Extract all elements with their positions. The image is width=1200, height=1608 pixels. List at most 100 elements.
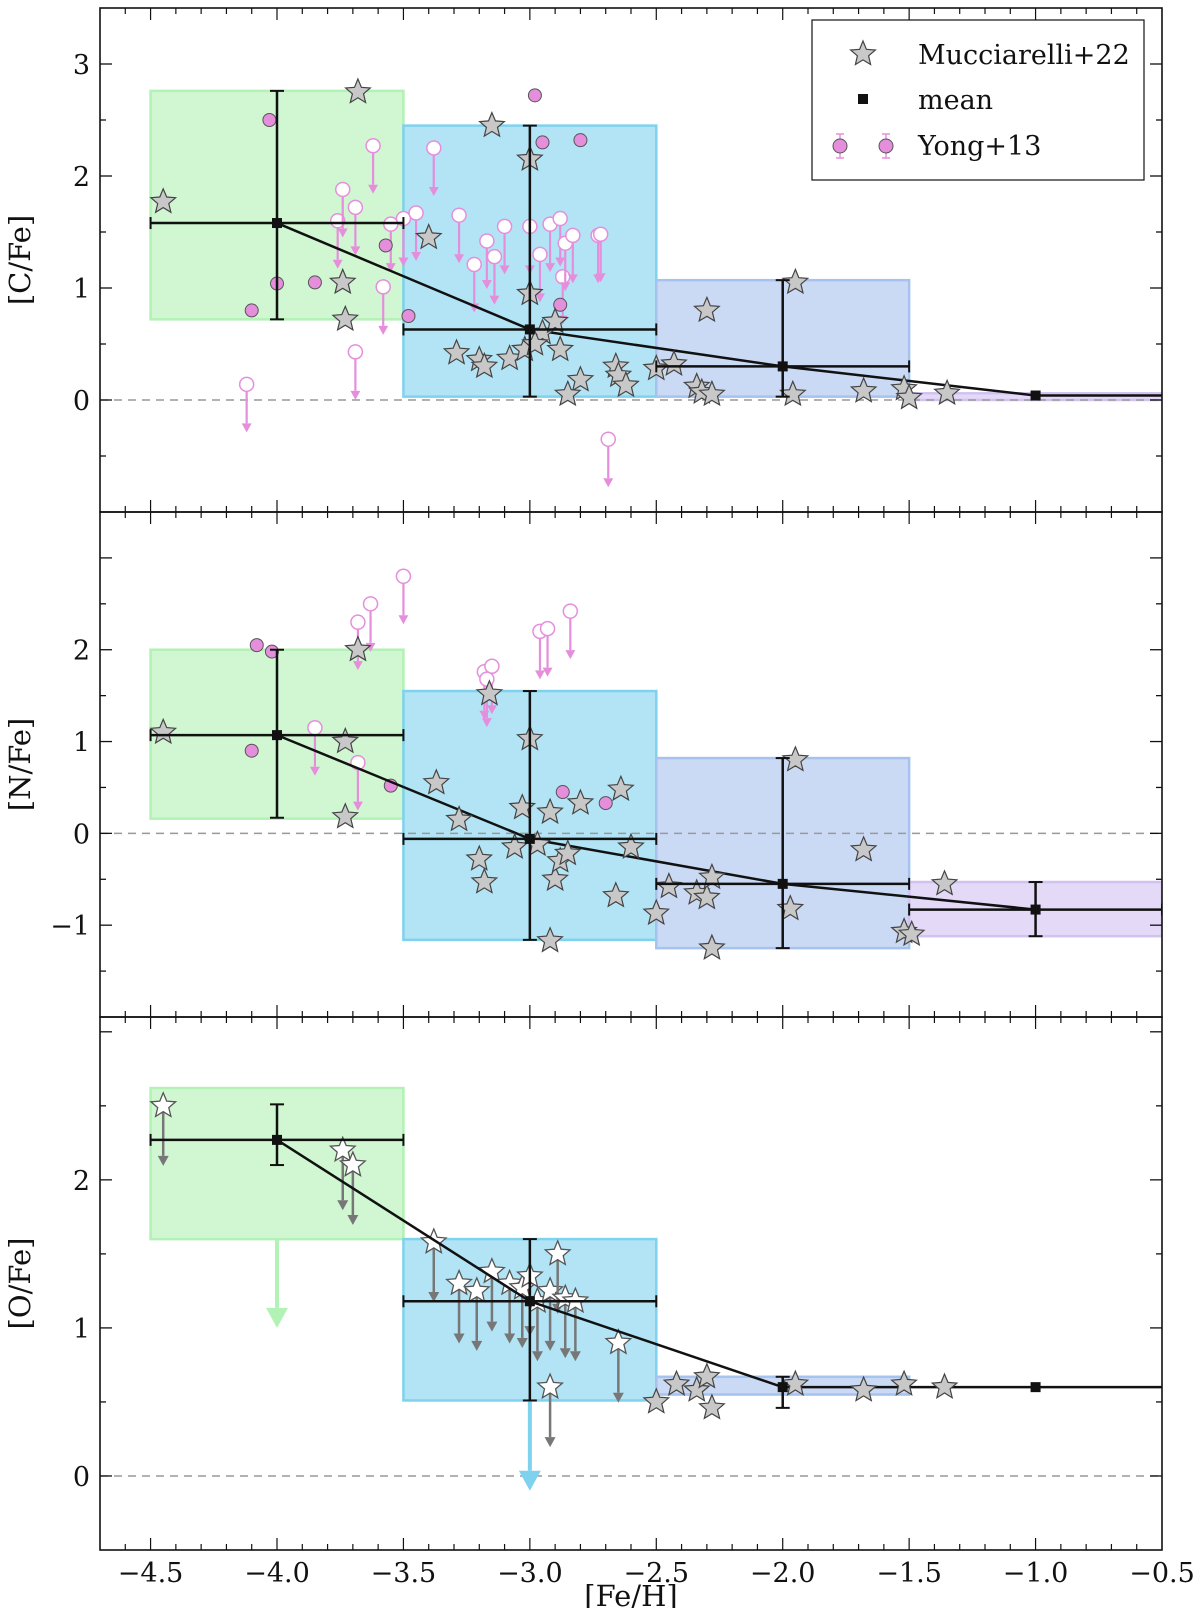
star-limit-arrow-head xyxy=(612,1392,624,1403)
yong-limit-arrow-head xyxy=(454,254,465,264)
yong-limit-point xyxy=(554,269,571,285)
mucciarelli-star xyxy=(849,835,878,862)
yong-limit-point xyxy=(451,207,467,223)
mean-marker xyxy=(1030,1382,1041,1393)
mucciarelli-star xyxy=(331,726,360,754)
star-upper-limit xyxy=(462,1276,491,1351)
mucciarelli-star xyxy=(607,774,635,802)
mean-point xyxy=(149,1103,405,1167)
yong-limit-arrow-head xyxy=(565,650,576,660)
star-limit-point xyxy=(604,1328,633,1355)
mucciarelli-star xyxy=(617,832,645,859)
yong-upper-limit xyxy=(365,138,381,194)
star-limit-arrow-head xyxy=(544,1340,556,1351)
yong-upper-limit xyxy=(329,213,346,269)
yong-limit-arrow-head xyxy=(368,184,379,194)
yong-limit-arrow-head xyxy=(398,257,409,267)
x-tick-label: −2.0 xyxy=(750,1558,816,1589)
mean-marker xyxy=(777,878,788,889)
yong-limit-arrow-head xyxy=(378,325,389,335)
x-tick-label: −2.5 xyxy=(624,1558,690,1589)
yong-limit-point xyxy=(466,256,482,273)
yong-limit-arrow-head xyxy=(603,478,614,488)
yong-upper-limit xyxy=(496,218,513,275)
mucciarelli-star xyxy=(655,872,683,899)
mucciarelli-star xyxy=(693,1362,721,1389)
yong-limit-point xyxy=(426,140,442,156)
star-limit-arrow-head xyxy=(471,1340,483,1351)
mucciarelli-star xyxy=(698,379,726,407)
yong-point xyxy=(244,303,259,318)
mucciarelli-star xyxy=(553,839,582,866)
yong-point xyxy=(307,275,322,290)
mean-marker xyxy=(1030,904,1041,915)
x-ticks xyxy=(124,8,1138,512)
star-limit-point xyxy=(536,1372,565,1400)
yong-limit-arrow-head xyxy=(428,187,439,196)
yong-limit-point xyxy=(365,138,381,154)
mucciarelli-star xyxy=(890,1369,918,1396)
yong-upper-limit xyxy=(362,596,379,652)
mucciarelli-star xyxy=(930,1372,959,1399)
star-limit-arrow-head xyxy=(569,1351,581,1362)
mean-marker xyxy=(272,218,282,229)
star-upper-limit xyxy=(536,1372,565,1448)
y-axis-label: [N/Fe] xyxy=(3,718,37,811)
yong-limit-point xyxy=(592,226,609,242)
x-axis: −4.5 −4.0 −3.5 −3.0 −2.5 −2.0 −1.5 −1.0 −0.5 [Fe/… xyxy=(118,1558,1195,1608)
mucciarelli-star xyxy=(541,864,569,892)
mucciarelli-star xyxy=(698,933,726,960)
mucciarelli-star xyxy=(331,304,360,332)
yong-upper-limit xyxy=(238,376,255,433)
mucciarelli-star xyxy=(682,1375,711,1402)
mucciarelli-star xyxy=(470,351,499,379)
mucciarelli-star xyxy=(895,383,923,410)
y-tick-label: 2 xyxy=(73,1166,90,1197)
y-tick-label: 0 xyxy=(73,386,90,417)
yong-upper-limit xyxy=(334,181,351,238)
mucciarelli-star xyxy=(445,805,473,832)
mucciarelli-star xyxy=(781,745,810,772)
y-tick-label: 1 xyxy=(73,274,90,305)
mean-point xyxy=(149,89,405,321)
mucciarelli-star xyxy=(475,679,504,706)
star-upper-limit xyxy=(149,1091,178,1166)
star-limit-arrow-head xyxy=(157,1155,169,1166)
yong-limit-arrow-head xyxy=(560,282,571,292)
y-tick-label: 2 xyxy=(73,162,90,193)
mean-trend-line xyxy=(276,733,1036,911)
yong-limit-arrow-head xyxy=(481,718,492,728)
mean-point xyxy=(1030,390,1041,401)
yong-limit-point xyxy=(347,199,364,216)
yong-limit-arrow-head xyxy=(595,273,606,283)
yong-limit-point xyxy=(307,720,323,736)
mucciarelli-star xyxy=(500,832,529,859)
yong-limit-arrow-head xyxy=(350,390,361,400)
mucciarelli-star xyxy=(149,187,178,214)
star-limit-point xyxy=(149,1091,178,1118)
mucciarelli-star xyxy=(508,793,537,820)
mucciarelli-star xyxy=(465,844,494,871)
mean-marker xyxy=(777,1382,788,1393)
panel-2: −1 0 1 2 [N/Fe] xyxy=(3,511,1163,1018)
yong-point xyxy=(553,297,568,312)
mucciarelli-star xyxy=(328,267,357,295)
y-axis: −1 0 1 2 xyxy=(50,557,1162,972)
star-upper-limit xyxy=(338,1150,367,1226)
mean-point xyxy=(908,881,1162,938)
yong-limit-point xyxy=(334,181,351,198)
x-tick-label: −4.5 xyxy=(118,1558,184,1589)
yong-limit-arrow-head xyxy=(542,667,553,677)
star-limit-arrow-head xyxy=(337,1200,349,1211)
star-limit-arrow-head xyxy=(531,1351,543,1362)
mucciarelli-star xyxy=(897,919,926,947)
mucciarelli-star xyxy=(698,1393,726,1420)
mucciarelli-star xyxy=(553,379,582,407)
x-tick-label: −1.5 xyxy=(876,1558,942,1589)
yong-limit-arrow-head xyxy=(350,246,361,256)
x-tick-label: −3.0 xyxy=(497,1558,563,1589)
yong-limit-arrow-head xyxy=(555,257,566,267)
star-limit-arrow-head xyxy=(428,1292,440,1303)
mucciarelli-star xyxy=(781,267,810,295)
yong-limit-point xyxy=(539,620,556,637)
